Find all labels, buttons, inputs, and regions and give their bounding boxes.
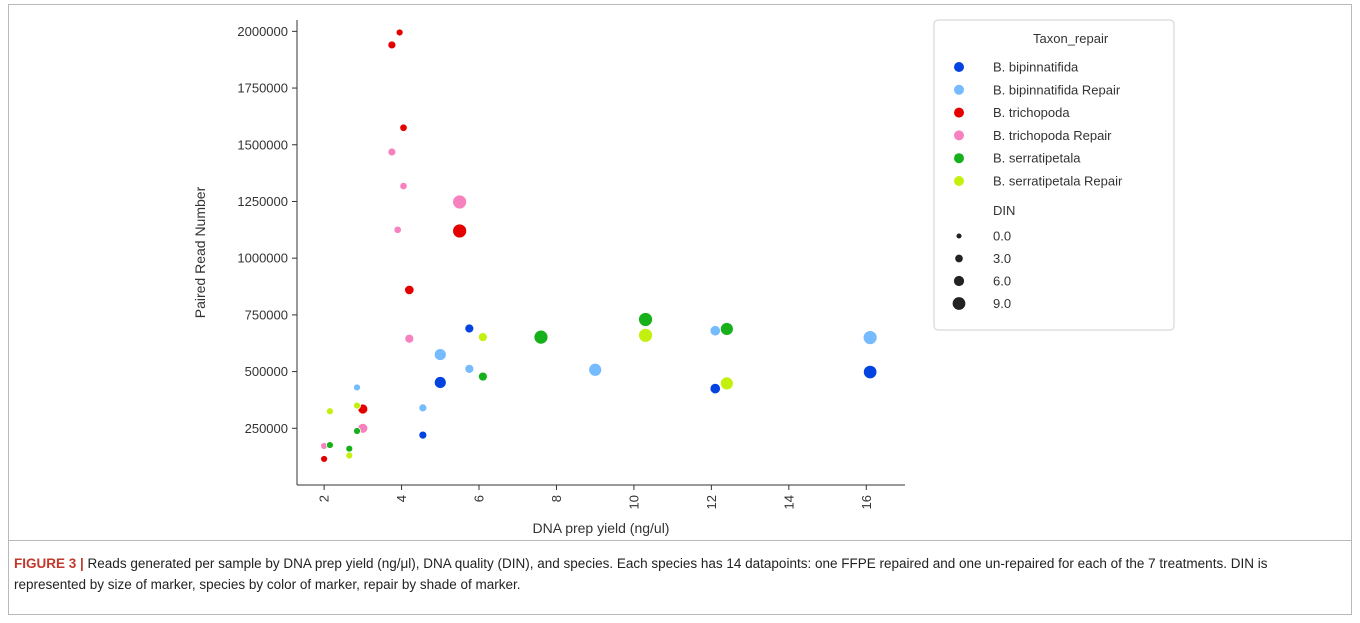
legend-entry: B. bipinnatifida (993, 60, 1079, 75)
legend-marker (954, 84, 964, 95)
size-legend-label: 3.0 (993, 251, 1011, 266)
data-point (588, 362, 603, 377)
data-point (387, 40, 397, 50)
figure-label: FIGURE 3 (14, 556, 77, 571)
y-tick-label: 500000 (245, 364, 288, 379)
x-tick-label: 10 (626, 495, 641, 509)
data-point (477, 371, 488, 382)
x-tick-label: 12 (704, 495, 719, 509)
y-tick-label: 250000 (245, 421, 288, 436)
data-point (404, 284, 415, 296)
data-point (533, 329, 549, 345)
scatter-chart: 250000 500000 750000 1000000 1250000 1500000 1… (192, 19, 1175, 536)
data-point (353, 383, 361, 392)
x-tick-label: 2 (317, 495, 332, 502)
data-point (345, 444, 354, 453)
legend-marker (954, 130, 964, 141)
legend-entry: B. serratipetala (993, 151, 1081, 166)
size-legend-label: 9.0 (993, 296, 1011, 311)
data-point (719, 322, 734, 336)
legend-marker (954, 176, 964, 186)
size-legend-marker (953, 275, 965, 287)
legend-title: Taxon_repair (1033, 31, 1109, 46)
size-legend-marker (955, 254, 963, 263)
size-legend-label: 6.0 (993, 274, 1011, 289)
data-point (353, 401, 361, 410)
data-point (862, 364, 878, 380)
legend-marker (954, 62, 964, 72)
data-point (326, 407, 334, 416)
data-point (353, 427, 361, 435)
x-tick-label: 16 (859, 495, 874, 509)
axes: 250000 500000 750000 1000000 1250000 1500000 1… (192, 20, 905, 536)
data-point (418, 403, 428, 413)
data-point (464, 363, 475, 374)
data-point (452, 223, 468, 239)
data-point (345, 451, 354, 460)
y-axis-title: Paired Read Number (192, 186, 208, 318)
data-point (320, 455, 329, 463)
caption-text: Reads generated per sample by DNA prep y… (14, 556, 1268, 592)
legend-marker (954, 153, 964, 164)
data-point (326, 441, 334, 449)
data-point (387, 147, 397, 157)
y-tick-label: 1500000 (237, 137, 288, 152)
x-axis-title: DNA prep yield (ng/ul) (533, 520, 670, 536)
x-tick-label: 4 (394, 495, 409, 502)
data-point (477, 332, 488, 343)
size-legend-marker (956, 233, 962, 239)
data-point (862, 330, 878, 345)
data-point (719, 376, 734, 391)
y-tick-label: 2000000 (237, 24, 288, 39)
data-point (638, 312, 653, 327)
data-point (399, 181, 408, 191)
figure-caption: FIGURE 3 | Reads generated per sample by… (14, 553, 1334, 595)
y-tick-label: 1750000 (237, 81, 288, 96)
data-point (464, 323, 475, 334)
legend-entry: B. serratipetala Repair (993, 174, 1123, 189)
data-point (395, 28, 404, 37)
y-tick-label: 1000000 (237, 251, 288, 266)
y-tick-label: 750000 (245, 307, 288, 322)
data-point (433, 348, 447, 361)
size-legend-title: DIN (993, 203, 1015, 218)
legend-entry: B. trichopoda Repair (993, 128, 1112, 143)
data-point (393, 225, 402, 234)
x-tick-label: 14 (781, 495, 796, 509)
x-tick-label: 6 (472, 495, 487, 502)
data-point (709, 382, 721, 395)
legend-box (933, 19, 1175, 331)
data-point (399, 123, 408, 132)
x-tick-label: 8 (549, 495, 564, 502)
legend-entry: B. bipinnatifida Repair (993, 82, 1121, 97)
y-tick-label: 1250000 (237, 194, 288, 209)
data-points (320, 28, 878, 463)
data-point (709, 325, 721, 337)
data-point (452, 194, 468, 210)
data-point (638, 327, 653, 343)
size-legend-marker (952, 297, 966, 310)
size-legend-label: 0.0 (993, 229, 1011, 244)
legend-entry: B. trichopoda (993, 105, 1070, 120)
data-point (433, 376, 447, 389)
legend: Taxon_repair B. bipinnatifida B. bipinnati… (933, 19, 1175, 331)
figure-separator: | (76, 556, 88, 571)
data-point (404, 333, 415, 344)
legend-marker (954, 107, 964, 118)
data-point (418, 430, 428, 440)
caption-divider (8, 540, 1352, 541)
